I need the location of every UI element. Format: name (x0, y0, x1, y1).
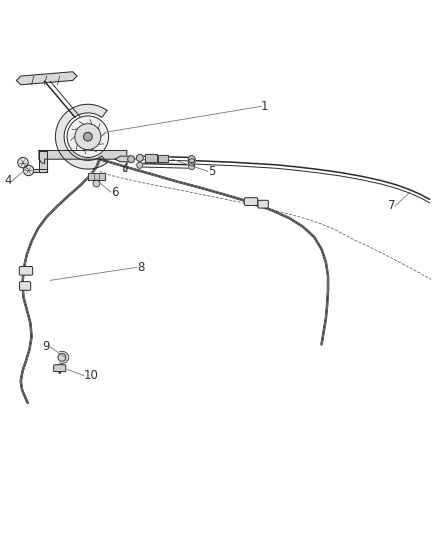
Circle shape (67, 116, 108, 157)
Circle shape (75, 124, 101, 150)
Text: 4: 4 (5, 174, 12, 187)
Circle shape (83, 132, 92, 141)
Polygon shape (88, 173, 105, 180)
Text: 1: 1 (260, 100, 268, 113)
Polygon shape (115, 156, 135, 162)
Circle shape (137, 162, 142, 168)
Circle shape (188, 159, 195, 166)
Circle shape (136, 155, 143, 161)
Polygon shape (60, 351, 69, 364)
Text: 10: 10 (83, 369, 98, 382)
Polygon shape (145, 154, 157, 162)
FancyBboxPatch shape (19, 281, 31, 290)
Circle shape (188, 156, 195, 163)
Text: 7: 7 (387, 199, 394, 213)
FancyBboxPatch shape (258, 200, 268, 208)
Polygon shape (39, 150, 127, 171)
Circle shape (93, 180, 100, 187)
FancyBboxPatch shape (19, 266, 32, 275)
FancyBboxPatch shape (244, 198, 257, 206)
Polygon shape (39, 150, 46, 172)
Text: 8: 8 (137, 261, 144, 274)
Circle shape (188, 164, 194, 169)
Text: 6: 6 (110, 185, 118, 199)
Polygon shape (16, 72, 77, 85)
Circle shape (127, 156, 134, 163)
Polygon shape (29, 169, 46, 172)
Circle shape (58, 353, 66, 361)
FancyBboxPatch shape (53, 365, 66, 372)
Circle shape (23, 165, 34, 175)
Circle shape (18, 157, 28, 168)
Text: 5: 5 (207, 165, 215, 178)
Polygon shape (55, 104, 107, 169)
Text: 9: 9 (42, 341, 50, 353)
Polygon shape (158, 155, 168, 162)
